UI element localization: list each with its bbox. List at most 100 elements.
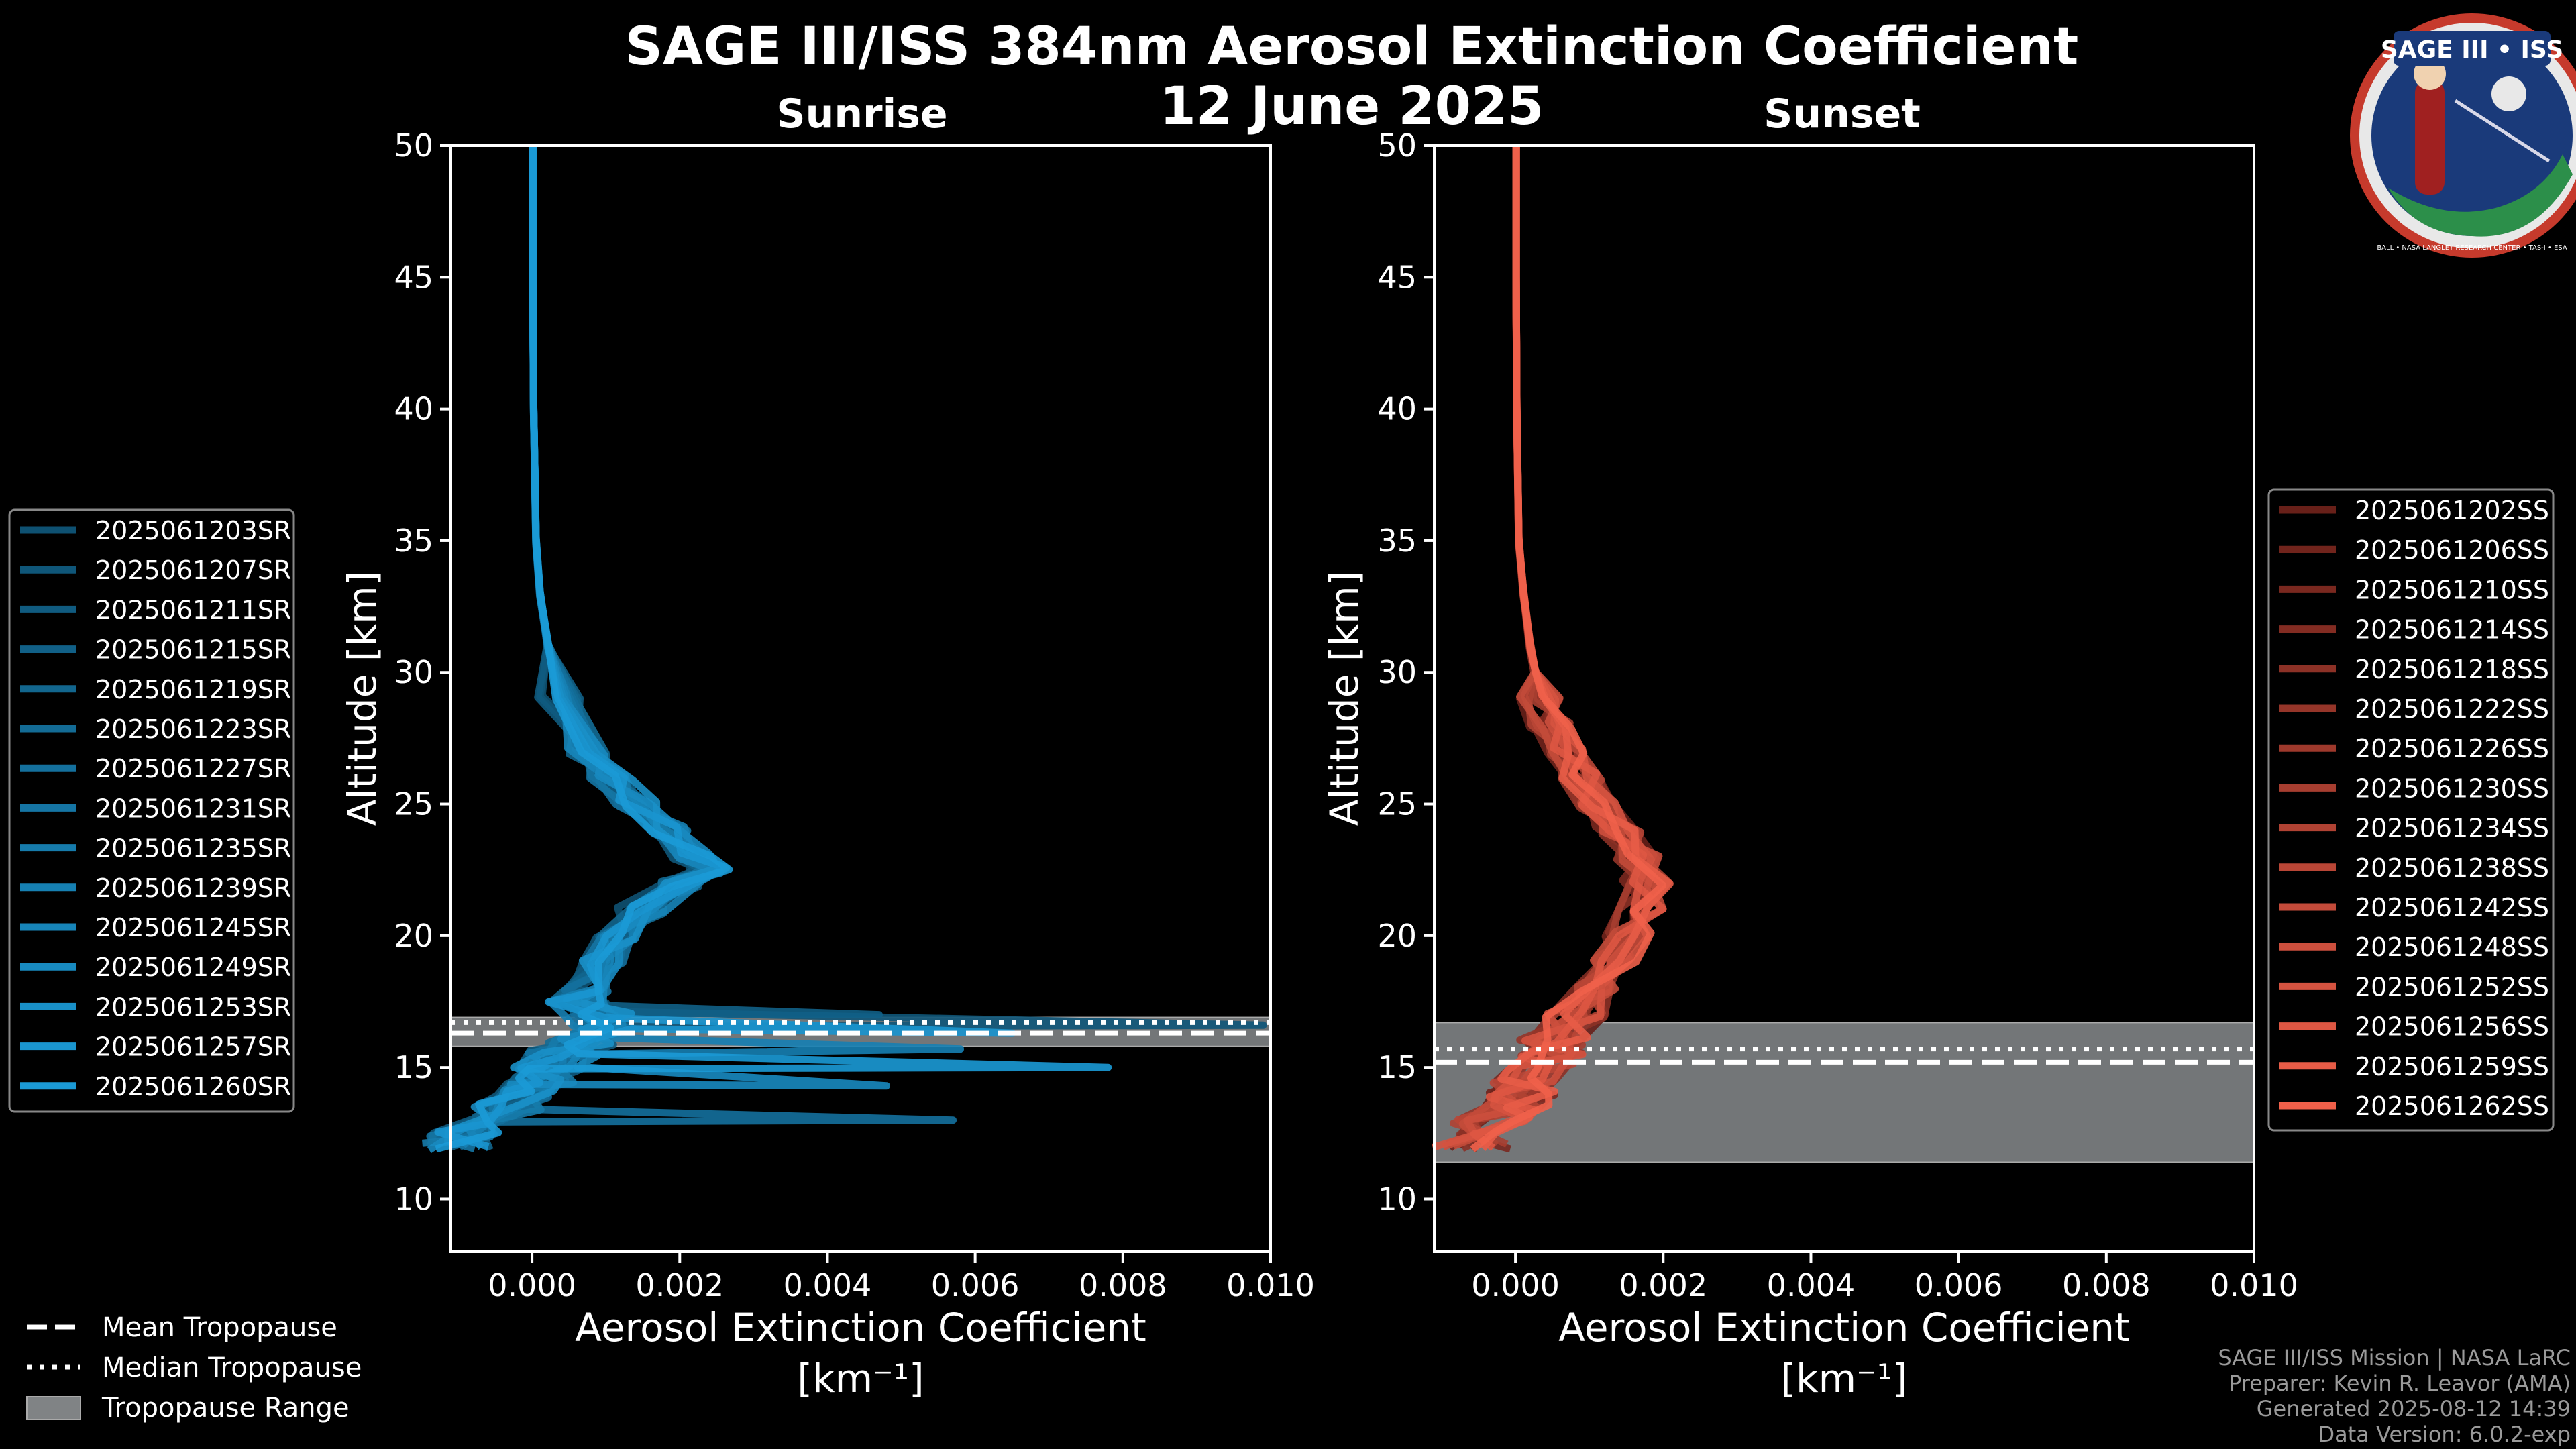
ss-legend-label-8: 2025061234SS xyxy=(2355,814,2549,843)
sr-y-tick-label-8: 50 xyxy=(394,127,433,164)
ss-y-tick-label-3: 25 xyxy=(1377,786,1417,822)
logo-name: SAGE III • ISS xyxy=(2381,36,2563,64)
ss-profile-line-2025061214SS xyxy=(1456,146,1664,1153)
sunrise-x-axis-label: Aerosol Extinction Coefficient xyxy=(575,1305,1146,1350)
sr-profile-line-2025061260SR xyxy=(435,146,1112,1153)
ss-profile-line-2025061222SS xyxy=(1455,146,1652,1147)
sr-legend-label-13: 2025061257SR xyxy=(95,1032,291,1062)
sunrise-axes-frame xyxy=(449,144,1272,1253)
sr-x-tick-label-5: 0.010 xyxy=(1226,1267,1315,1303)
sr-legend-label-14: 2025061260SR xyxy=(95,1072,291,1102)
sr-legend-label-1: 2025061207SR xyxy=(95,555,291,585)
footer-credits: SAGE III/ISS Mission | NASA LaRC Prepare… xyxy=(2218,1345,2571,1447)
sr-legend-label-2: 2025061211SR xyxy=(95,595,291,625)
tropopause-range-swatch xyxy=(26,1396,81,1420)
sunrise-series-legend: 2025061203SR 2025061207SR 2025061211SR 2025… xyxy=(8,508,295,1113)
ss-y-tick-label-7: 45 xyxy=(1377,259,1417,295)
sunset-panel: Sunset 0.000 0.002 0.004 0.006 0.008 0.010 10… xyxy=(1322,91,2298,1401)
ss-profile-line-2025061226SS xyxy=(1445,146,1658,1148)
sr-y-tick-label-5: 35 xyxy=(394,523,433,559)
sunrise-y-axis-label: Altitude [km] xyxy=(339,571,385,826)
figure-title: SAGE III/ISS 384nm Aerosol Extinction Co… xyxy=(625,17,2079,77)
sunrise-profile-lines xyxy=(421,146,1267,1154)
sr-legend-label-3: 2025061215SR xyxy=(95,635,291,665)
ss-profile-line-2025061238SS xyxy=(1454,146,1665,1148)
ss-legend-label-9: 2025061238SS xyxy=(2355,853,2549,883)
ss-x-tick-label-1: 0.002 xyxy=(1619,1267,1707,1303)
ss-y-tick-label-6: 40 xyxy=(1377,391,1417,427)
ss-profile-line-2025061210SS xyxy=(1458,146,1652,1153)
ss-profile-line-2025061218SS xyxy=(1456,146,1657,1152)
sunrise-y-ticks: 10 15 20 25 30 35 40 45 50 xyxy=(394,127,451,1217)
logo-ring-text: BALL • NASA LANGLEY RESEARCH CENTER • TA… xyxy=(2377,244,2567,252)
sr-profile-line-2025061249SR xyxy=(427,146,890,1154)
footer-version: Data Version: 6.0.2-exp xyxy=(2318,1421,2571,1447)
sunset-series-legend: 2025061202SS 2025061206SS 2025061210SS 2025… xyxy=(2267,488,2555,1132)
sunrise-panel: Sunrise 0.000 0.002 0.004 0.006 0.008 0.010 1… xyxy=(339,91,1315,1401)
sr-y-tick-label-7: 45 xyxy=(394,259,433,295)
sr-x-tick-label-1: 0.002 xyxy=(635,1267,724,1303)
ss-legend-label-4: 2025061218SS xyxy=(2355,655,2549,684)
sr-y-tick-label-4: 30 xyxy=(394,654,433,690)
sage-iii-iss-logo: SAGE III • ISS BALL • NASA LANGLEY RESEA… xyxy=(2350,13,2576,258)
sunrise-x-axis-units: [km⁻¹] xyxy=(797,1356,924,1401)
ss-legend-label-10: 2025061242SS xyxy=(2355,893,2549,922)
ss-profile-line-2025061230SS xyxy=(1467,146,1650,1148)
sunrise-x-ticks: 0.000 0.002 0.004 0.006 0.008 0.010 xyxy=(488,1252,1315,1303)
ss-legend-label-14: 2025061259SS xyxy=(2355,1052,2549,1081)
sr-profile-line-2025061239SR xyxy=(460,146,965,1148)
ss-x-tick-label-4: 0.008 xyxy=(2062,1267,2151,1303)
ss-profile-line-2025061202SS xyxy=(1456,146,1660,1149)
sr-legend-label-5: 2025061223SR xyxy=(95,714,291,744)
sr-legend-label-10: 2025061245SR xyxy=(95,913,291,943)
figure-date: 12 June 2025 xyxy=(1160,76,1544,137)
sunset-panel-title: Sunset xyxy=(1764,91,1921,138)
ss-legend-label-13: 2025061256SS xyxy=(2355,1012,2549,1042)
tropopause-legend: Mean Tropopause Median Tropopause Tropop… xyxy=(26,1312,362,1424)
sr-y-tick-label-1: 15 xyxy=(394,1049,433,1085)
sr-x-tick-label-2: 0.004 xyxy=(784,1267,872,1303)
sr-legend-label-0: 2025061203SR xyxy=(95,516,291,545)
sunset-x-axis-label: Aerosol Extinction Coefficient xyxy=(1558,1305,2130,1350)
sunset-profile-lines xyxy=(1432,146,1674,1153)
sr-y-tick-label-2: 20 xyxy=(394,918,433,954)
sr-legend-label-9: 2025061239SR xyxy=(95,873,291,903)
sr-profile-line-2025061257SR xyxy=(434,146,1016,1150)
ss-profile-line-2025061242SS xyxy=(1452,146,1667,1150)
sr-x-tick-label-0: 0.000 xyxy=(488,1267,576,1303)
ss-y-tick-label-0: 10 xyxy=(1377,1181,1417,1217)
sr-y-tick-label-6: 40 xyxy=(394,391,433,427)
ss-profile-line-2025061262SS xyxy=(1470,146,1667,1152)
sunset-y-ticks: 10 15 20 25 30 35 40 45 50 xyxy=(1377,127,1434,1217)
ss-legend-label-12: 2025061252SS xyxy=(2355,972,2549,1002)
ss-y-tick-label-1: 15 xyxy=(1377,1049,1417,1085)
tropopause-range-label: Tropopause Range xyxy=(101,1393,350,1424)
ss-profile-line-2025061248SS xyxy=(1442,146,1663,1150)
sunrise-panel-title: Sunrise xyxy=(776,91,947,138)
ss-profile-line-2025061234SS xyxy=(1450,146,1672,1148)
ss-legend-label-11: 2025061248SS xyxy=(2355,932,2549,962)
ss-profile-line-2025061252SS xyxy=(1432,146,1655,1151)
ss-legend-label-6: 2025061226SS xyxy=(2355,734,2549,763)
sr-x-tick-label-4: 0.008 xyxy=(1079,1267,1167,1303)
footer-preparer: Preparer: Kevin R. Leavor (AMA) xyxy=(2229,1371,2571,1396)
ss-legend-label-15: 2025061262SS xyxy=(2355,1091,2549,1121)
ss-y-tick-label-8: 50 xyxy=(1377,127,1417,164)
sr-x-tick-label-3: 0.006 xyxy=(931,1267,1020,1303)
sr-profile-line-2025061215SR xyxy=(448,146,883,1152)
ss-legend-label-2: 2025061210SS xyxy=(2355,575,2549,604)
ss-x-tick-label-2: 0.004 xyxy=(1767,1267,1856,1303)
sunset-y-axis-label: Altitude [km] xyxy=(1322,571,1367,826)
sr-y-tick-label-3: 25 xyxy=(394,786,433,822)
ss-profile-line-2025061206SS xyxy=(1447,146,1652,1152)
ss-y-tick-label-4: 30 xyxy=(1377,654,1417,690)
median-tropopause-label: Median Tropopause xyxy=(102,1352,362,1383)
ss-y-tick-label-2: 20 xyxy=(1377,918,1417,954)
ss-y-tick-label-5: 35 xyxy=(1377,523,1417,559)
sr-y-tick-label-0: 10 xyxy=(394,1181,433,1217)
ss-legend-label-5: 2025061222SS xyxy=(2355,694,2549,724)
footer-generated: Generated 2025-08-12 14:39 xyxy=(2257,1396,2571,1421)
ss-x-tick-label-5: 0.010 xyxy=(2210,1267,2298,1303)
ss-legend-label-7: 2025061230SS xyxy=(2355,773,2549,803)
